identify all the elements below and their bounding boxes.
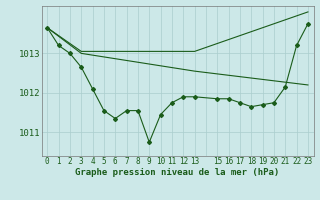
X-axis label: Graphe pression niveau de la mer (hPa): Graphe pression niveau de la mer (hPa)	[76, 168, 280, 177]
